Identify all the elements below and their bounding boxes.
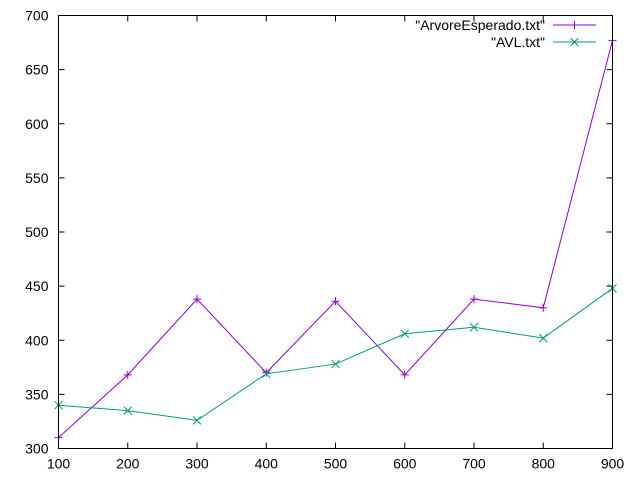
legend-label-arvore: "ArvoreEsperado.txt"	[415, 17, 545, 33]
x-tick-label: 900	[601, 456, 625, 472]
data-point-0-1	[123, 370, 132, 379]
x-tick-label: 400	[255, 456, 279, 472]
series-layer	[54, 36, 617, 442]
data-point-0-7	[539, 303, 548, 312]
x-tick-label: 800	[532, 456, 556, 472]
tick-labels: 100 200 300 400 500 600 700 800 900 300 350 400 450 5…	[25, 8, 624, 472]
legend: "ArvoreEsperado.txt" "AVL.txt"	[415, 17, 596, 50]
data-point-1-4	[331, 359, 340, 369]
data-point-1-5	[400, 329, 410, 339]
x-tick-label: 100	[47, 456, 71, 472]
data-point-1-1	[123, 406, 133, 415]
data-point-0-5	[400, 370, 409, 379]
legend-label-avl: "AVL.txt"	[491, 34, 545, 50]
data-point-0-3	[262, 368, 271, 377]
x-tick-label: 700	[462, 456, 486, 472]
y-tick-label: 600	[25, 116, 49, 132]
y-tick-label: 700	[25, 8, 49, 24]
data-point-1-3	[261, 369, 271, 379]
data-point-1-7	[538, 333, 548, 343]
y-tick-label: 400	[25, 332, 49, 348]
legend-marker-1	[570, 37, 579, 47]
x-tick-label: 600	[393, 456, 417, 472]
data-point-0-4	[331, 297, 340, 306]
data-point-0-6	[470, 295, 478, 304]
x-tick-label: 200	[116, 456, 140, 472]
y-tick-label: 300	[25, 441, 49, 457]
data-point-1-2	[192, 416, 202, 425]
y-tick-label: 550	[25, 170, 49, 186]
legend-marker-0	[570, 21, 579, 29]
x-tick-label: 300	[185, 456, 209, 472]
plot-frame	[58, 15, 613, 449]
y-tick-label: 350	[25, 386, 49, 402]
y-tick-label: 500	[25, 224, 49, 240]
y-tick-label: 650	[25, 62, 49, 78]
x-tick-label: 500	[324, 456, 348, 472]
y-tick-label: 450	[25, 278, 49, 294]
data-point-1-6	[469, 322, 479, 332]
data-point-0-2	[193, 295, 201, 304]
